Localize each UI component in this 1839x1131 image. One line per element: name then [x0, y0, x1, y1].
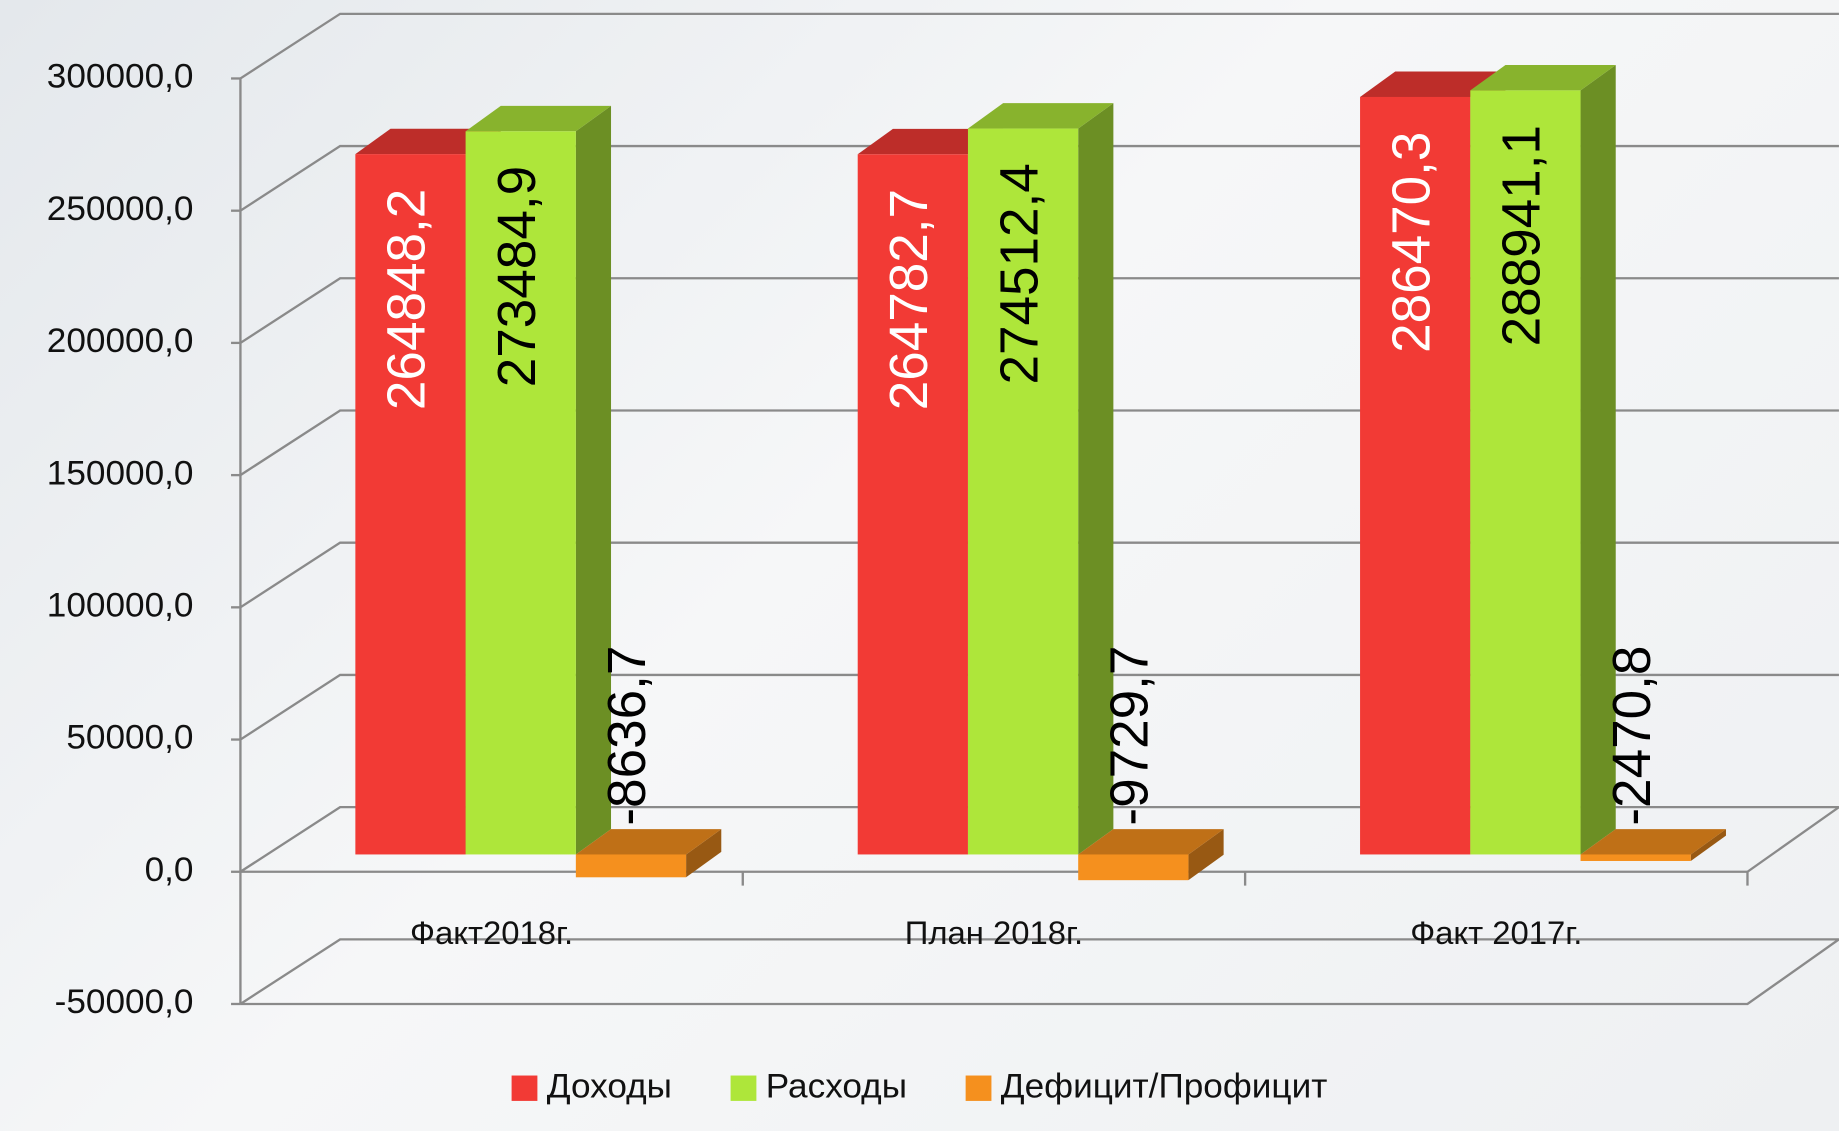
legend: Доходы Расходы Дефицит/Профицит	[512, 1067, 1328, 1106]
plot: -50000,0 0,0 50000,0 100000,0 150000,0 200000…	[47, 14, 1839, 1105]
x-tick-label: Факт2018г.	[410, 915, 573, 951]
x-tick-label: План 2018г.	[905, 915, 1083, 951]
legend-label: Доходы	[547, 1067, 672, 1106]
bar	[576, 854, 686, 877]
y-tick-label: 50000,0	[66, 718, 193, 757]
legend-swatch	[966, 1076, 992, 1101]
y-tick-label: 200000,0	[47, 321, 194, 360]
data-label: 264848,2	[377, 189, 436, 410]
y-tick-label: -50000,0	[55, 982, 194, 1021]
data-label: 264782,7	[880, 189, 939, 410]
data-label: -2470,8	[1603, 646, 1662, 826]
y-tick-label: 0,0	[145, 850, 194, 889]
y-tick-label: 150000,0	[47, 454, 194, 493]
data-label: 288941,1	[1492, 125, 1551, 346]
legend-label: Дефицит/Профицит	[1001, 1067, 1328, 1106]
y-tick-label: 250000,0	[47, 189, 194, 228]
legend-swatch	[512, 1076, 538, 1101]
bar	[1581, 854, 1691, 861]
data-label: 274512,4	[990, 163, 1049, 384]
legend-swatch	[731, 1076, 757, 1101]
legend-label: Расходы	[766, 1067, 907, 1106]
data-label: -8636,7	[598, 646, 657, 826]
y-tick-label: 100000,0	[47, 586, 194, 625]
bar	[1078, 854, 1188, 880]
data-label: 286470,3	[1382, 132, 1441, 353]
data-label: 273484,9	[488, 166, 547, 387]
data-label: -9729,7	[1100, 646, 1159, 826]
x-tick-label: Факт 2017г.	[1410, 915, 1582, 951]
y-tick-label: 300000,0	[47, 57, 194, 96]
chart: -50000,0 0,0 50000,0 100000,0 150000,0 200000…	[0, 0, 1839, 1131]
